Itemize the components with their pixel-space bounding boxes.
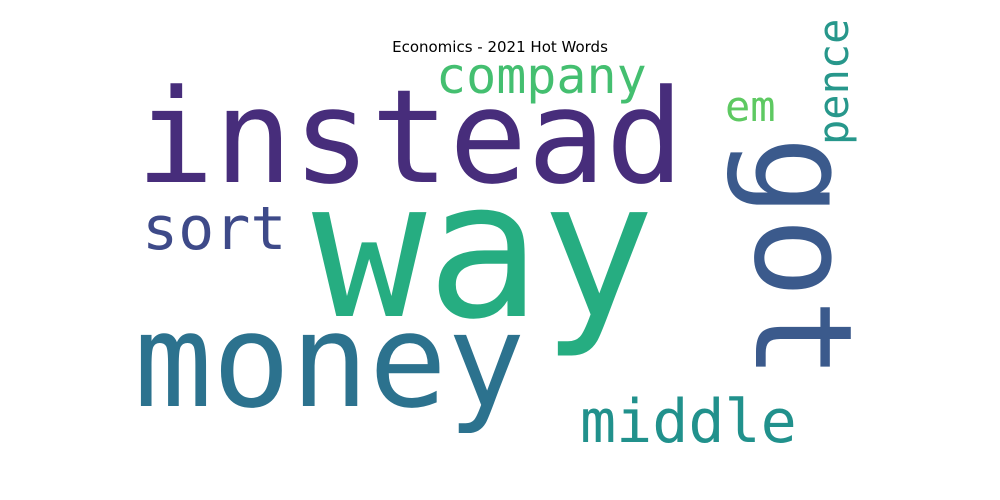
word-money: money (134, 285, 525, 437)
word-got: got (724, 136, 881, 380)
chart-title: Economics - 2021 Hot Words (392, 38, 608, 56)
word-instead: instead (136, 61, 684, 213)
word-way: way (312, 140, 655, 361)
word-middle: middle (580, 387, 797, 457)
word-sort: sort (142, 194, 287, 264)
word-company: company (436, 47, 647, 105)
word-pence: pence (809, 19, 858, 145)
word-em: em (725, 82, 776, 131)
